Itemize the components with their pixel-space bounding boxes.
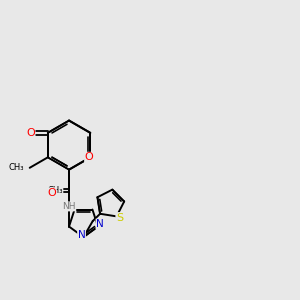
Text: NH: NH (62, 202, 76, 211)
Text: S: S (116, 213, 123, 223)
Text: N: N (78, 230, 86, 240)
Text: N: N (96, 219, 104, 229)
Text: O: O (26, 128, 35, 138)
Text: O: O (85, 152, 93, 162)
Text: CH₃: CH₃ (8, 163, 24, 172)
Text: CH₃: CH₃ (47, 186, 63, 195)
Text: O: O (47, 188, 56, 198)
